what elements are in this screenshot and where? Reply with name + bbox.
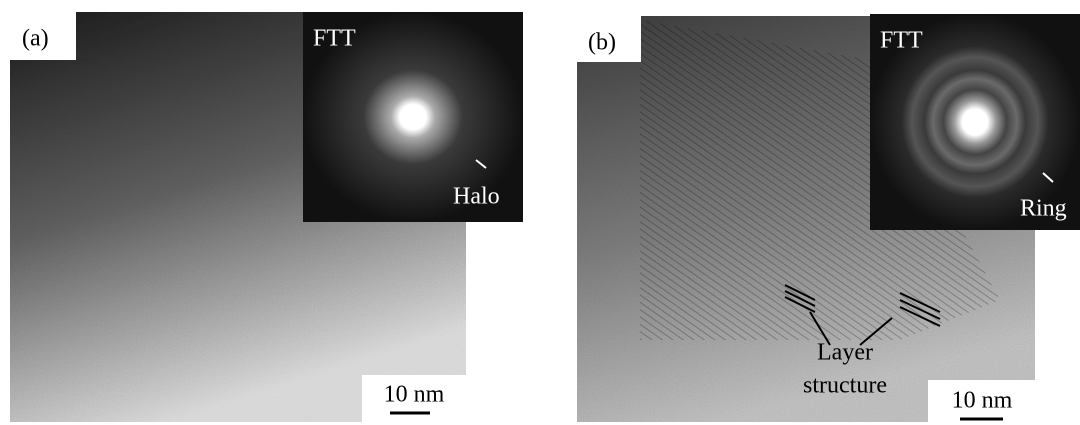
figure: (a) FTT Halo 10 nm (b) FTT Ring Layer st… xyxy=(0,0,1080,425)
panel-label: (a) xyxy=(22,26,49,52)
annotation: Ring xyxy=(1020,196,1067,222)
scale-label: 10 nm xyxy=(384,382,445,408)
annotation: Halo xyxy=(453,184,500,210)
panel-label: (b) xyxy=(588,30,616,56)
inset-label: FTT xyxy=(880,28,923,54)
inset-label: FTT xyxy=(313,26,356,52)
panel-a: (a) FTT Halo 10 nm xyxy=(10,12,523,422)
scale-label: 10 nm xyxy=(952,388,1013,414)
annotation-line: structure xyxy=(803,373,887,399)
annotation-line: Layer xyxy=(817,340,873,366)
panel-b: (b) FTT Ring Layer structure 10 nm xyxy=(577,14,1080,422)
